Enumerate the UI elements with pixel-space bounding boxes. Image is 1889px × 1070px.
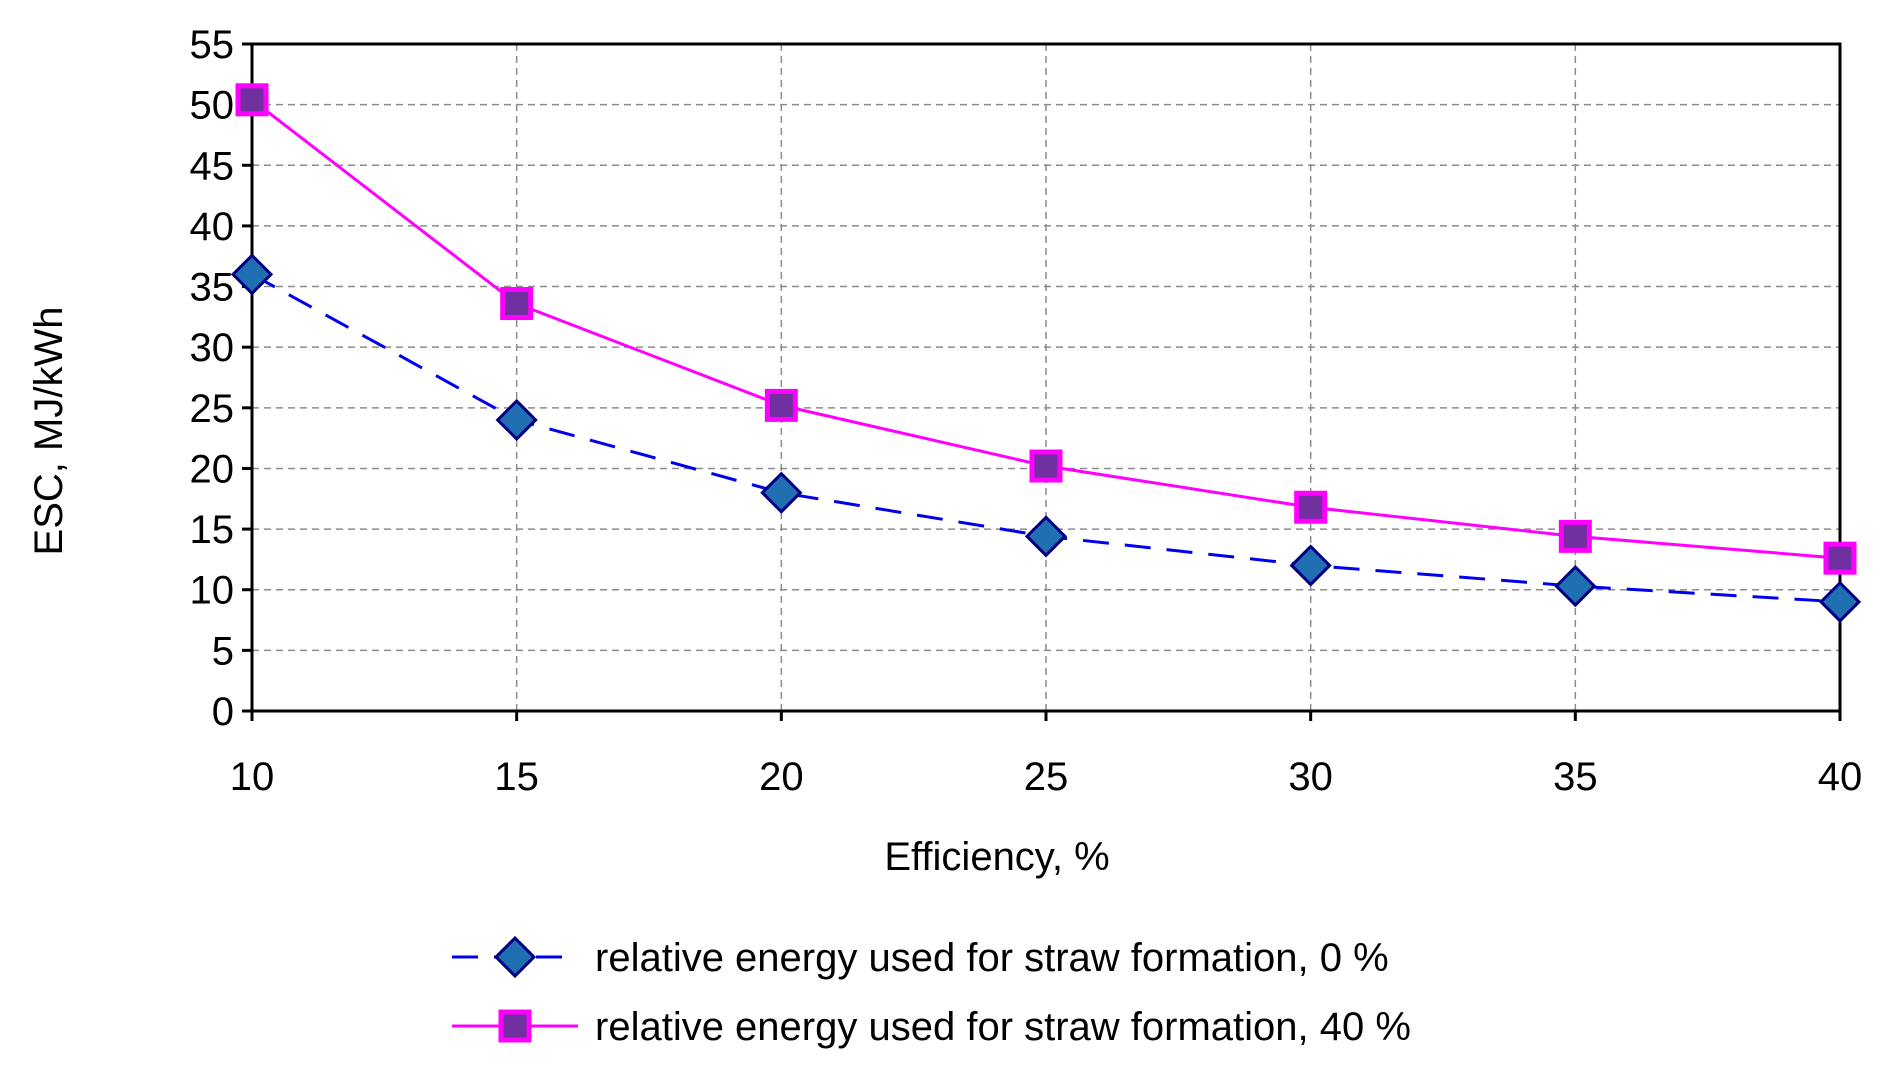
legend-marker: [498, 1009, 532, 1043]
diamond-point-s1: [1818, 580, 1862, 623]
square-point-s2: [1823, 541, 1857, 575]
y-tick-label: 45: [190, 144, 235, 188]
legend-entry-1: relative energy used for straw formation…: [452, 935, 1389, 980]
legend-entry-2: relative energy used for straw formation…: [452, 1005, 1411, 1049]
y-tick-label: 25: [190, 387, 235, 431]
diamond-point-s1: [1289, 544, 1332, 587]
square-point-s2: [500, 287, 534, 321]
diamond-point-s1: [495, 398, 538, 442]
legend-label: relative energy used for straw formation…: [595, 936, 1389, 980]
x-tick-label: 40: [1818, 755, 1863, 799]
x-tick-label: 10: [230, 755, 275, 799]
diamond-point-s1: [760, 471, 803, 514]
square-point-s2: [1294, 490, 1328, 524]
x-axis-title: Efficiency, %: [884, 835, 1109, 879]
y-axis-title: ESC, MJ/kWh: [27, 307, 71, 556]
square-point-s2: [235, 83, 269, 117]
y-tick-label: 40: [190, 205, 235, 249]
y-tick-label: 20: [190, 447, 235, 491]
y-tick-label: 55: [190, 23, 235, 67]
x-tick-label: 25: [1024, 755, 1069, 799]
y-tick-label: 0: [212, 690, 234, 734]
legend-marker: [493, 935, 537, 979]
x-tick-label: 15: [494, 755, 539, 799]
y-tick-label: 10: [190, 569, 235, 613]
y-tick-label: 15: [190, 508, 235, 552]
x-tick-label: 20: [759, 755, 804, 799]
grid-lines: [252, 44, 1840, 711]
square-point-s2: [764, 388, 798, 422]
legend-label: relative energy used for straw formation…: [595, 1005, 1411, 1049]
square-point-s2: [1029, 449, 1063, 483]
square-point-s2: [1558, 519, 1592, 553]
y-tick-label: 35: [190, 266, 235, 310]
y-tick-label: 5: [212, 629, 234, 673]
y-tick-label: 50: [190, 84, 235, 128]
x-tick-label: 35: [1553, 755, 1598, 799]
y-tick-label: 30: [190, 326, 235, 370]
legend: relative energy used for straw formation…: [452, 935, 1411, 1049]
diamond-point-s1: [230, 253, 274, 296]
diamond-point-s1: [1554, 564, 1597, 608]
diamond-point-s1: [1024, 515, 1068, 558]
x-tick-label: 30: [1288, 755, 1333, 799]
axis-ticks: 0 5 10 15 20 25 30 35 40 45 50 55 10 15 20 25 30 35 40: [190, 23, 1863, 799]
markers-layer: [230, 83, 1862, 623]
